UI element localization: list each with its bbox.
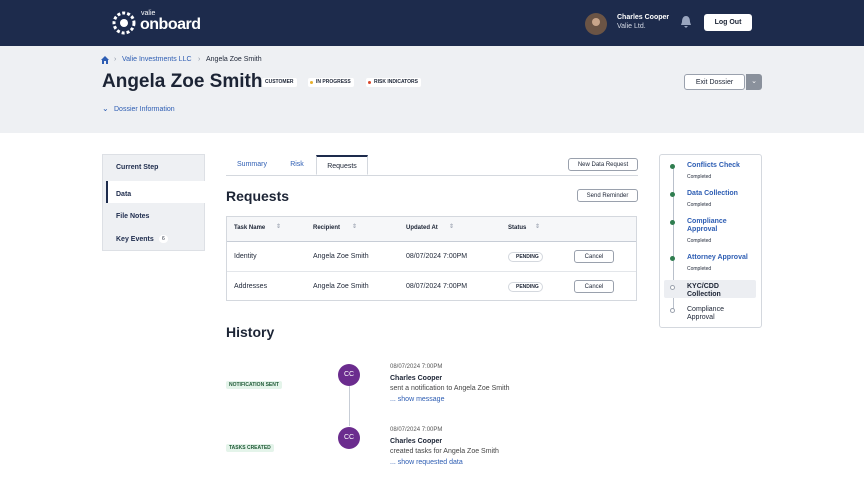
status-tag: IN PROGRESS [308, 78, 354, 87]
step-dot [670, 256, 675, 261]
breadcrumb-link: › [114, 56, 117, 63]
column-header[interactable]: Recipient [313, 225, 341, 231]
avatar-photo [585, 13, 607, 35]
brand-small: valie [141, 10, 156, 17]
tab[interactable]: Requests [316, 155, 368, 175]
event-time: 08/07/2024 7:00PM [390, 364, 443, 370]
step-dot [670, 164, 675, 169]
event-avatar: CC [338, 427, 360, 449]
send-reminder-button[interactable]: Send Reminder [577, 189, 638, 202]
status-tag: CUSTOMER [262, 78, 297, 87]
cancel-button[interactable]: Cancel [574, 280, 614, 293]
dossier-info-toggle[interactable]: Dossier Information [114, 106, 175, 113]
cell: Addresses [234, 283, 268, 290]
nav-item[interactable]: Current Step [116, 164, 159, 171]
user-name: Charles Cooper [617, 14, 670, 21]
history-line [349, 386, 350, 426]
cell: Identity [234, 253, 257, 260]
brand: onboard [140, 16, 201, 33]
step-dot [670, 285, 675, 290]
step-dot [670, 192, 675, 197]
breadcrumb-sep: › [198, 56, 201, 63]
bell-icon[interactable] [680, 15, 692, 29]
cell: 08/07/2024 7:00PM [406, 283, 468, 290]
sort-icon[interactable]: ⇕ [352, 224, 358, 230]
step-label[interactable]: Attorney Approval [687, 254, 748, 261]
logout-button[interactable]: Log Out [704, 14, 752, 31]
column-header[interactable]: Task Name [234, 225, 266, 231]
event-link[interactable]: ... show requested data [390, 459, 463, 466]
status-tag: RISK INDICATORS [366, 78, 421, 87]
exit-button[interactable]: Exit Dossier [684, 74, 745, 90]
tag-dot [310, 81, 313, 84]
steps-panel [659, 154, 762, 328]
cell: 08/07/2024 7:00PM [406, 253, 468, 260]
breadcrumb-current: Angela Zoe Smith [206, 56, 262, 63]
event-tag: TASKS CREATED [226, 444, 274, 452]
cell: Angela Zoe Smith [313, 283, 369, 290]
section-title: Requests [226, 188, 290, 204]
step-status: Completed [687, 238, 712, 244]
event-time: 08/07/2024 7:00PM [390, 427, 443, 433]
sort-icon[interactable]: ⇕ [535, 224, 541, 230]
sort-icon[interactable]: ⇕ [449, 224, 455, 230]
user-org: Valie Ltd. [617, 23, 646, 30]
cancel-button[interactable]: Cancel [574, 250, 614, 263]
cell: Angela Zoe Smith [313, 253, 369, 260]
exit-dropdown[interactable]: ⌄ [746, 74, 762, 90]
nav-item[interactable]: File Notes [116, 213, 150, 220]
step-status: Completed [687, 266, 712, 272]
step-status: Completed [687, 174, 712, 180]
event-actor: Charles Cooper [390, 375, 443, 382]
step-label[interactable]: Conflicts Check [687, 162, 740, 169]
step-label[interactable]: Compliance Approval [687, 218, 727, 233]
status-pill: PENDING [508, 282, 543, 292]
step-dot [670, 308, 675, 313]
tab[interactable]: Risk [290, 161, 304, 168]
logo-mark [112, 11, 136, 35]
chevron: ⌄ [102, 104, 109, 113]
event-text: created tasks for Angela Zoe Smith [390, 448, 499, 455]
nav-item[interactable]: Data [116, 191, 132, 198]
tab[interactable]: Summary [237, 161, 267, 168]
sort-icon[interactable]: ⇕ [276, 224, 282, 230]
table-frame [226, 216, 637, 301]
event-link[interactable]: ... show message [390, 396, 445, 403]
step-label: KYC/CDD Collection [687, 283, 721, 298]
step-label[interactable]: Data Collection [687, 190, 738, 197]
status-pill: PENDING [508, 252, 543, 262]
steps-line [673, 166, 674, 310]
column-header[interactable]: Status [508, 225, 527, 231]
new-request-button[interactable]: New Data Request [568, 158, 638, 171]
table-header-bg [227, 217, 636, 242]
step-dot [670, 220, 675, 225]
nav-count: 6 [159, 235, 168, 243]
tab-line [226, 175, 638, 176]
event-avatar: CC [338, 364, 360, 386]
breadcrumb-link[interactable]: Valie Investments LLC [122, 56, 192, 63]
row-divider [227, 271, 636, 272]
page-title: Angela Zoe Smith [102, 71, 263, 92]
event-actor: Charles Cooper [390, 438, 443, 445]
tag-dot [368, 81, 371, 84]
step-label: Compliance Approval [687, 306, 724, 321]
event-text: sent a notification to Angela Zoe Smith [390, 385, 510, 392]
event-tag: NOTIFICATION SENT [226, 381, 282, 389]
nav-selected [106, 181, 207, 203]
section-title: History [226, 324, 275, 340]
step-current-bg [664, 280, 756, 298]
home-icon[interactable] [101, 56, 109, 64]
step-status: Completed [687, 202, 712, 208]
column-header[interactable]: Updated At [406, 225, 438, 231]
nav-item[interactable]: Key Events [116, 236, 154, 243]
